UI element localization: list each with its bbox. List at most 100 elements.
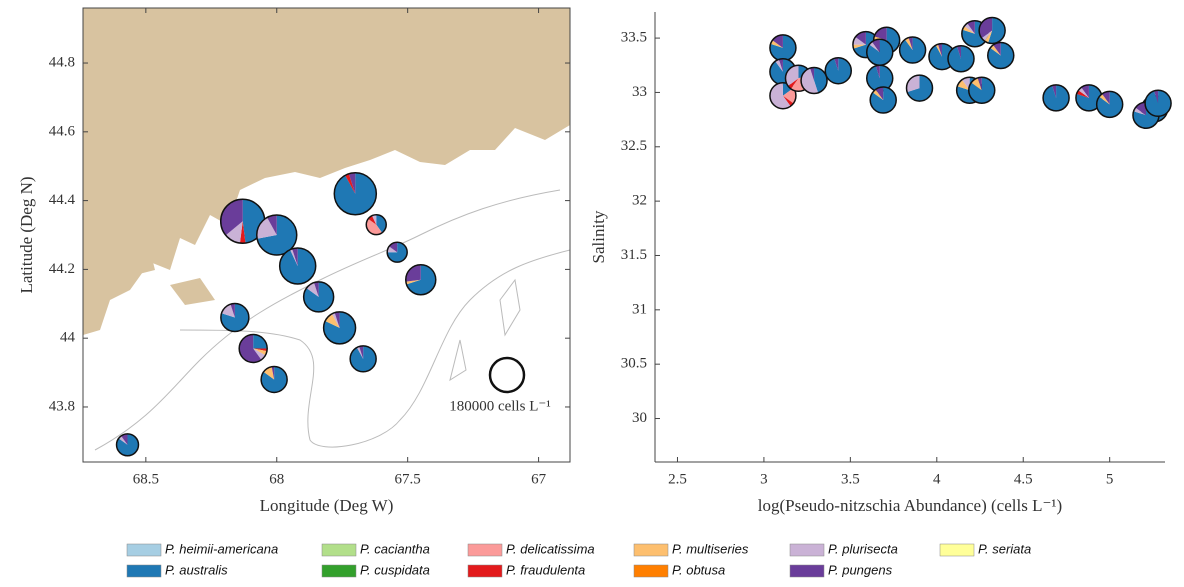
pie-slice [345, 173, 356, 194]
pie-slice [257, 215, 297, 255]
legend-label: P. australis [165, 562, 228, 577]
legend-label: P. pungens [828, 562, 893, 577]
pie-slice [1133, 107, 1146, 116]
pie-outline [905, 74, 934, 102]
pie-slice [769, 82, 791, 109]
pie-slice [984, 30, 993, 43]
pie-outline [1144, 89, 1172, 118]
x-axis-label: log(Pseudo-nitzschia Abundance) (cells L… [758, 496, 1062, 515]
pie-outline [278, 247, 317, 285]
pie-slice [323, 311, 356, 344]
pie-slice [387, 246, 398, 253]
pie-outline [322, 311, 357, 345]
pie-slice [225, 221, 243, 244]
size-key-label: 180000 cells L⁻¹ [449, 398, 551, 414]
pie-slice [221, 304, 235, 318]
pie-slice [239, 221, 246, 244]
pie-slice [1145, 90, 1172, 117]
pie-slice [1099, 93, 1110, 105]
pie-slice [968, 77, 995, 104]
pie-slice [872, 39, 880, 53]
pie-slice [371, 214, 377, 225]
pie-slice [801, 68, 819, 94]
map-chart: 68.5 68 67.5 67 43.8 44 44.2 44.4 44.6 44.8 Longit… [17, 8, 570, 515]
island [170, 278, 215, 305]
map-base [83, 8, 570, 462]
pie-slice [1081, 84, 1089, 98]
pie-slice [956, 45, 961, 59]
pie-outline [947, 44, 975, 73]
pie-outline [800, 66, 828, 95]
pie-outline [333, 171, 378, 216]
pie-slice [405, 279, 421, 285]
y-tick-label: 44.8 [49, 54, 75, 70]
legend-swatch [467, 543, 503, 557]
pie-slice [279, 247, 316, 284]
y-tick-label: 30 [632, 410, 647, 426]
contour [449, 278, 521, 382]
legend-label: P. delicatissima [506, 541, 595, 556]
pie-slice [220, 199, 243, 236]
x-tick-label: 2.5 [668, 471, 687, 487]
pie-slice [230, 303, 235, 318]
pie-slice [775, 59, 783, 72]
pie-outline [987, 41, 1015, 70]
pie-slice [356, 346, 364, 359]
legend-swatch [126, 543, 162, 557]
pie-slice [852, 44, 866, 49]
y-tick-label: 33 [632, 84, 647, 100]
pie-slice [239, 334, 262, 363]
pie-slice [253, 348, 268, 352]
pie-outline [365, 213, 387, 236]
pie-slice [116, 433, 139, 456]
pie-slice [769, 34, 796, 61]
pie-outline [302, 281, 335, 313]
y-tick-label: 43.8 [49, 398, 75, 414]
legend-swatch [939, 543, 975, 557]
pie-outline [238, 333, 268, 364]
pie-slice [770, 40, 783, 48]
pie-slice [866, 39, 893, 66]
pie-slice [988, 17, 1006, 44]
pie-slice [253, 348, 266, 360]
pie-slice [292, 247, 298, 266]
contour [94, 189, 570, 451]
legend-label: P. multiseries [672, 541, 749, 556]
pie-outline [115, 433, 140, 457]
pie-slice [810, 67, 815, 81]
pie-slice [971, 77, 982, 91]
pie-slice [271, 366, 275, 380]
pie-slice [1052, 84, 1057, 98]
pie-slice [348, 172, 356, 194]
y-tick-label: 44.4 [49, 192, 76, 208]
pie-slice [1078, 87, 1089, 98]
legend-label: P. seriata [978, 541, 1031, 556]
pie-slice [957, 79, 970, 91]
pie-outline [869, 86, 897, 114]
pie-slice [834, 57, 839, 71]
pie-slice [331, 312, 340, 328]
pie-slice [405, 264, 421, 282]
pie-slice [967, 20, 975, 34]
pie-slice [787, 78, 799, 89]
pie-outline [978, 16, 1006, 45]
pie-slice [875, 87, 884, 101]
pie-slice [782, 95, 794, 107]
legend-label: P. plurisecta [828, 541, 898, 556]
y-tick-label: 31.5 [621, 247, 647, 263]
map-frame [82, 7, 571, 463]
legend-swatch [467, 564, 503, 578]
pie-slice [869, 41, 880, 53]
pie-slice [907, 75, 933, 102]
pie-slice [814, 67, 828, 93]
scatter-chart: 2.5 3 3.5 4 4.5 53030.53131.53232.53333.5log(… [589, 16, 1172, 515]
island [130, 250, 155, 275]
pie-slice [314, 281, 319, 297]
pie-outline [260, 365, 288, 394]
legend-swatch [633, 543, 669, 557]
pie-outline [386, 241, 408, 263]
y-tick-label: 32 [632, 193, 647, 209]
pie-slice [1154, 90, 1159, 104]
pie-slice [899, 37, 926, 64]
